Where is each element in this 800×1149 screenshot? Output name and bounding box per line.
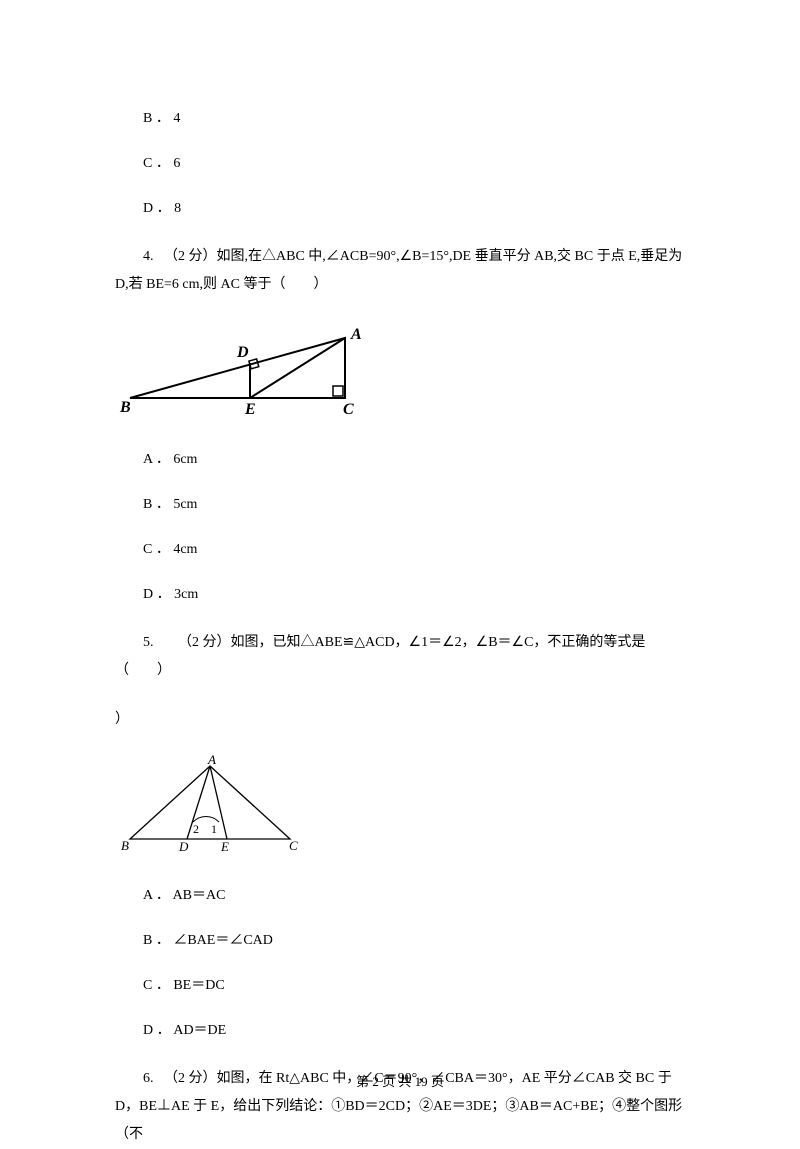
prev-option-d: D ． 8 bbox=[115, 198, 685, 219]
q4-label-d: D bbox=[236, 344, 249, 361]
q5-option-b: B ． ∠BAE＝∠CAD bbox=[115, 930, 685, 951]
q4-label-c: C bbox=[343, 401, 354, 418]
q4-label-b: B bbox=[119, 399, 131, 416]
q5-option-a: A ． AB＝AC bbox=[115, 885, 685, 906]
prev-option-c: C ． 6 bbox=[115, 153, 685, 174]
q5-label-b: B bbox=[121, 838, 129, 853]
q5-label-d: D bbox=[178, 839, 189, 854]
q4-label-a: A bbox=[350, 326, 362, 343]
q5-label-1: 1 bbox=[211, 822, 217, 836]
question-5-close: ） bbox=[115, 709, 685, 730]
q4-label-e: E bbox=[244, 401, 256, 418]
prev-option-b: B ． 4 bbox=[115, 108, 685, 129]
question-5: 5. （2 分）如图，已知△ABE≌△ACD，∠1＝∠2，∠B＝∠C，不正确的等… bbox=[115, 629, 685, 685]
q5-label-e: E bbox=[220, 839, 229, 854]
q5-label-2: 2 bbox=[193, 822, 199, 836]
q5-diagram: A B C D E 2 1 bbox=[115, 754, 685, 861]
q4-option-d: D ． 3cm bbox=[115, 584, 685, 605]
q4-diagram: A B C D E bbox=[115, 323, 685, 425]
question-4: 4. （2 分）如图,在△ABC 中,∠ACB=90°,∠B=15°,DE 垂直… bbox=[115, 243, 685, 299]
q4-option-b: B ． 5cm bbox=[115, 494, 685, 515]
q4-option-a: A ． 6cm bbox=[115, 449, 685, 470]
q5-label-c: C bbox=[289, 838, 298, 853]
q5-label-a: A bbox=[207, 754, 216, 767]
q4-option-c: C ． 4cm bbox=[115, 539, 685, 560]
page-footer: 第 2 页 共 19 页 bbox=[0, 1071, 800, 1090]
q5-option-d: D ． AD＝DE bbox=[115, 1020, 685, 1041]
q5-option-c: C ． BE＝DC bbox=[115, 975, 685, 996]
